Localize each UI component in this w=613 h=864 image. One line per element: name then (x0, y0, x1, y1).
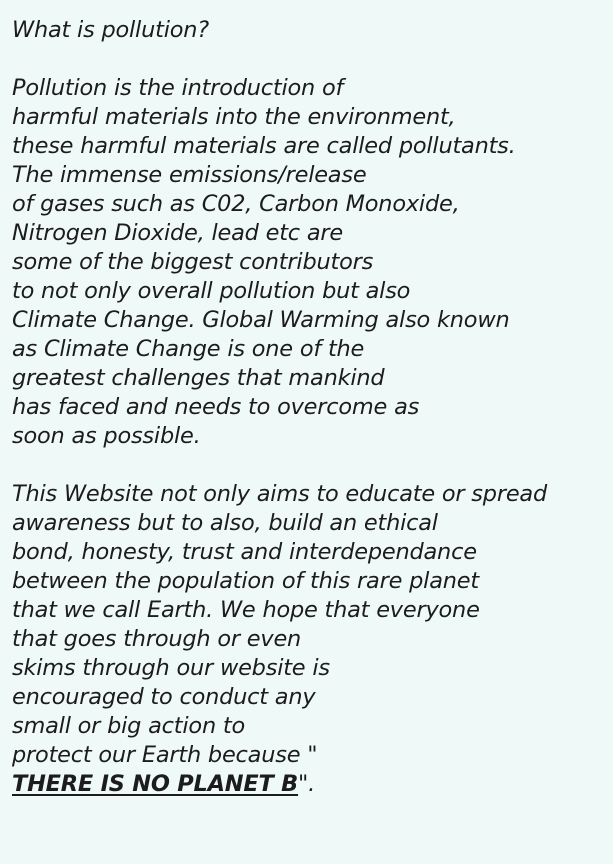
paragraph-line: harmful materials into the environment, (12, 104, 456, 130)
paragraph-line: greatest challenges that mankind (12, 365, 385, 391)
paragraph-line: bond, honesty, trust and interdependance (12, 539, 477, 565)
paragraph-line: Nitrogen Dioxide, lead etc are (12, 220, 344, 246)
paragraph-spacer (12, 451, 613, 480)
paragraph-line: The immense emissions/release (12, 162, 367, 188)
paragraph-line: Climate Change. Global Warming also know… (12, 307, 510, 333)
section-heading: What is pollution? (12, 17, 209, 43)
paragraph-line: small or big action to (12, 713, 245, 739)
paragraph-line: as Climate Change is one of the (12, 336, 365, 362)
paragraph-line: protect our Earth because " (12, 742, 318, 768)
website-mission-paragraph: This Website not only aims to educate or… (12, 480, 613, 799)
paragraph-line: soon as possible. (12, 423, 201, 449)
slogan-line: THERE IS NO PLANET B". (12, 770, 613, 799)
paragraph-line: skims through our website is (12, 655, 330, 681)
paragraph-line: that we call Earth. We hope that everyon… (12, 597, 480, 623)
paragraph-line: these harmful materials are called pollu… (12, 133, 516, 159)
paragraph-line: This Website not only aims to educate or… (12, 481, 548, 507)
paragraph-line: of gases such as C02, Carbon Monoxide, (12, 191, 460, 217)
paragraph-line: that goes through or even (12, 626, 302, 652)
paragraph-line: between the population of this rare plan… (12, 568, 479, 594)
paragraph-line: awareness but to also, build an ethical (12, 510, 438, 536)
paragraph-line: has faced and needs to overcome as (12, 394, 420, 420)
paragraph-line: to not only overall pollution but also (12, 278, 411, 304)
slogan-text: THERE IS NO PLANET B (12, 771, 299, 797)
paragraph-line: some of the biggest contributors (12, 249, 374, 275)
paragraph-spacer (12, 45, 613, 74)
pollution-paragraph: Pollution is the introduction of harmful… (12, 74, 613, 451)
paragraph-line: Pollution is the introduction of (12, 75, 344, 101)
paragraph-line: encouraged to conduct any (12, 684, 316, 710)
slogan-closing-quote: ". (298, 771, 316, 797)
